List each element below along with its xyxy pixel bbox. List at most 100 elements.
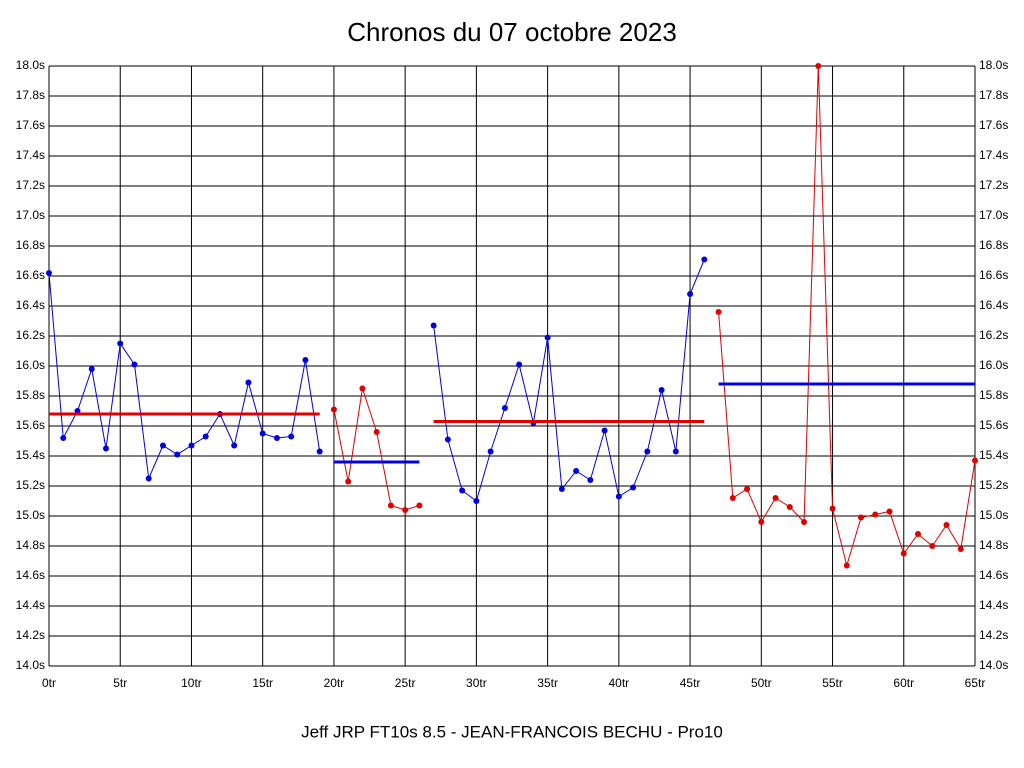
data-point xyxy=(473,498,480,504)
y-tick-label-right: 16.8s xyxy=(979,238,1008,252)
y-tick-label-right: 14.0s xyxy=(979,658,1008,672)
y-tick-label: 16.0s xyxy=(16,358,45,372)
data-point xyxy=(972,457,978,464)
data-point xyxy=(373,429,380,435)
data-point xyxy=(259,430,266,437)
y-tick-label-right: 17.4s xyxy=(979,148,1008,162)
data-point xyxy=(829,505,836,512)
data-point xyxy=(430,322,437,329)
data-point xyxy=(117,340,124,347)
y-tick-label-right: 15.8s xyxy=(979,388,1008,402)
data-point xyxy=(345,478,352,485)
x-tick-label: 15tr xyxy=(252,676,273,690)
data-point xyxy=(872,511,879,518)
data-point xyxy=(273,435,280,441)
y-tick-label: 17.6s xyxy=(16,118,45,132)
data-point xyxy=(744,486,751,492)
data-point xyxy=(929,543,936,549)
y-tick-label: 16.6s xyxy=(16,268,45,282)
data-point xyxy=(316,448,323,455)
y-tick-label: 14.6s xyxy=(16,568,45,582)
x-tick-label: 40tr xyxy=(609,676,630,690)
x-tick-label: 50tr xyxy=(751,676,772,690)
data-point xyxy=(487,448,494,455)
data-point xyxy=(701,256,708,263)
data-point xyxy=(202,433,209,440)
y-tick-label: 17.2s xyxy=(16,178,45,192)
y-tick-label: 14.8s xyxy=(16,538,45,552)
data-point xyxy=(444,436,451,443)
x-tick-label: 0tr xyxy=(42,676,56,690)
y-tick-label-right: 17.2s xyxy=(979,178,1008,192)
y-tick-label: 15.0s xyxy=(16,508,45,522)
y-tick-label: 17.0s xyxy=(16,208,45,222)
data-point xyxy=(387,502,394,509)
y-tick-label-right: 14.4s xyxy=(979,598,1008,612)
data-point xyxy=(658,387,665,393)
data-point xyxy=(60,435,67,441)
data-point xyxy=(544,334,551,341)
y-tick-label-right: 17.6s xyxy=(979,118,1008,132)
y-tick-label: 15.2s xyxy=(16,478,45,492)
data-point xyxy=(715,309,722,315)
data-point xyxy=(174,451,181,458)
data-point xyxy=(46,270,52,276)
y-tick-label-right: 15.0s xyxy=(979,508,1008,522)
data-point xyxy=(729,495,736,501)
x-tick-label: 35tr xyxy=(537,676,558,690)
y-tick-label-right: 16.4s xyxy=(979,298,1008,312)
data-point xyxy=(601,427,608,434)
y-tick-label: 17.4s xyxy=(16,148,45,162)
y-tick-label-right: 14.6s xyxy=(979,568,1008,582)
y-tick-label-right: 16.2s xyxy=(979,328,1008,342)
x-tick-label: 45tr xyxy=(680,676,701,690)
data-point xyxy=(886,508,893,515)
data-point xyxy=(145,475,152,482)
y-tick-label-right: 16.6s xyxy=(979,268,1008,282)
y-tick-label-right: 15.6s xyxy=(979,418,1008,432)
data-point xyxy=(416,502,423,509)
y-tick-label-right: 15.4s xyxy=(979,448,1008,462)
data-point xyxy=(159,442,166,449)
data-point xyxy=(188,442,195,449)
data-point xyxy=(359,385,366,392)
x-tick-label: 55tr xyxy=(822,676,843,690)
data-point xyxy=(245,379,252,386)
x-tick-label: 10tr xyxy=(181,676,202,690)
y-tick-label: 17.8s xyxy=(16,88,45,102)
data-point xyxy=(843,562,850,569)
data-point xyxy=(402,507,409,513)
x-tick-label: 65tr xyxy=(965,676,986,690)
chart-subtitle: Jeff JRP FT10s 8.5 - JEAN-FRANCOIS BECHU… xyxy=(301,722,723,741)
data-point xyxy=(573,468,580,474)
data-point xyxy=(501,405,508,411)
y-tick-label: 14.2s xyxy=(16,628,45,642)
data-point xyxy=(943,522,950,528)
data-point xyxy=(558,486,565,492)
data-point xyxy=(630,484,637,491)
y-tick-label: 15.6s xyxy=(16,418,45,432)
data-point xyxy=(330,406,337,413)
data-point xyxy=(815,63,822,69)
data-point xyxy=(801,519,808,525)
y-tick-label-right: 15.2s xyxy=(979,478,1008,492)
y-tick-label: 14.4s xyxy=(16,598,45,612)
data-point xyxy=(915,531,922,537)
data-point xyxy=(88,366,95,372)
data-point xyxy=(615,493,622,500)
data-point xyxy=(758,519,765,525)
data-point xyxy=(900,550,907,557)
y-tick-label-right: 17.0s xyxy=(979,208,1008,222)
data-point xyxy=(102,445,109,452)
y-tick-label-right: 14.2s xyxy=(979,628,1008,642)
y-tick-label-right: 17.8s xyxy=(979,88,1008,102)
data-point xyxy=(858,514,865,521)
y-tick-label-right: 16.0s xyxy=(979,358,1008,372)
data-point xyxy=(302,357,309,363)
x-tick-label: 5tr xyxy=(113,676,127,690)
data-point xyxy=(587,477,594,483)
x-tick-label: 30tr xyxy=(466,676,487,690)
data-point xyxy=(459,487,466,494)
y-tick-label: 15.4s xyxy=(16,448,45,462)
